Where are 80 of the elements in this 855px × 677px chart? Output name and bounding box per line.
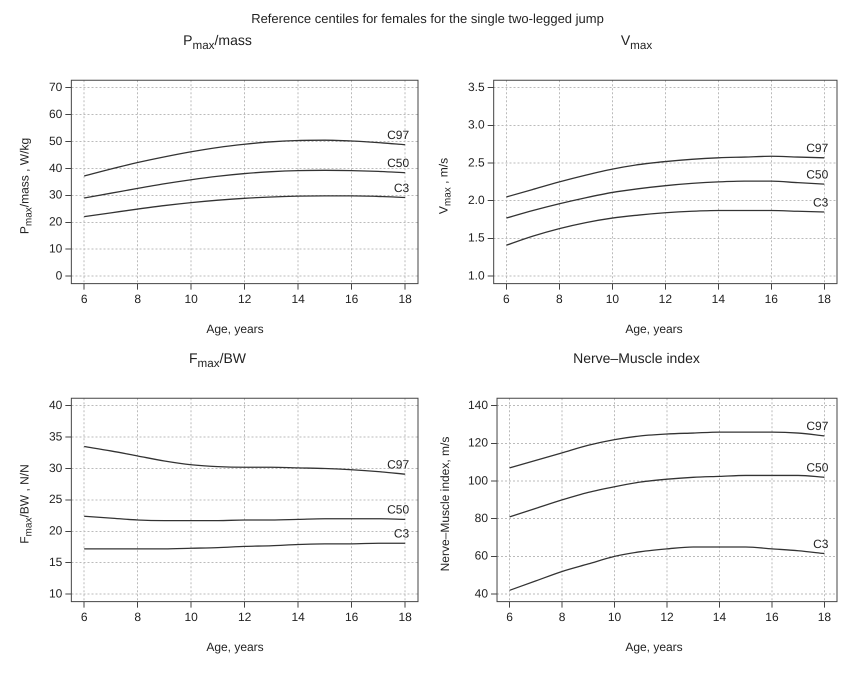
y-tick-label: 35 <box>48 429 63 444</box>
y-tick-label: 10 <box>48 241 63 256</box>
y-tick-label: 1.5 <box>468 230 485 245</box>
x-axis-title: Age, years <box>624 322 684 336</box>
chart-title: F$_{max}$/BW <box>188 349 248 372</box>
x-tick-label: 8 <box>558 610 566 624</box>
x-tick-label: 6 <box>506 610 514 624</box>
x-tick-label: 8 <box>134 292 142 306</box>
series-label: C97 <box>806 419 829 434</box>
y-tick-label: 120 <box>468 436 488 450</box>
series-label: C97 <box>387 457 410 472</box>
x-tick-label: 14 <box>291 610 306 624</box>
y-tick-label: 20 <box>48 214 63 229</box>
line-series <box>84 195 406 218</box>
x-axis-title: Age, years <box>205 322 265 336</box>
y-tick-label: 3.5 <box>468 80 485 94</box>
series-label: C50 <box>806 167 829 182</box>
y-tick-label: 20 <box>48 524 63 538</box>
x-tick-label: 16 <box>764 292 778 306</box>
y-tick-label: 60 <box>48 106 63 121</box>
x-tick-label: 18 <box>398 292 412 306</box>
x-axis-title: Age, years <box>624 640 684 654</box>
series-label: C3 <box>812 195 829 210</box>
x-tick-label: 14 <box>291 292 306 306</box>
x-tick-label: 16 <box>344 610 359 624</box>
x-tick-label: 12 <box>660 610 674 624</box>
y-axis-title: Nerve–Muscle index, m/s <box>438 436 452 572</box>
y-tick-label: 2.5 <box>468 155 485 170</box>
y-tick-label: 140 <box>468 398 488 412</box>
x-tick-label: 10 <box>184 610 198 624</box>
x-tick-label: 16 <box>765 610 779 624</box>
line-series <box>508 474 826 518</box>
x-tick-label: 10 <box>608 610 622 624</box>
x-tick-label: 6 <box>503 292 510 306</box>
series-label: C97 <box>387 128 410 142</box>
series-label: C50 <box>387 502 410 517</box>
series-label: C97 <box>806 141 829 156</box>
x-tick-label: 10 <box>184 292 198 306</box>
chart-title: P$_{max}$/mass <box>182 31 253 54</box>
y-tick-label: 10 <box>48 586 63 600</box>
x-tick-label: 8 <box>134 610 142 624</box>
y-tick-label: 80 <box>474 511 488 526</box>
x-tick-label: 6 <box>80 610 88 624</box>
y-tick-label: 30 <box>48 188 63 202</box>
y-tick-label: 0 <box>56 268 63 282</box>
series-label: C50 <box>387 156 410 170</box>
y-tick-label: 40 <box>48 160 63 175</box>
y-tick-label: 70 <box>48 80 63 94</box>
x-tick-label: 18 <box>398 610 412 624</box>
x-tick-label: 8 <box>556 292 564 306</box>
x-tick-label: 10 <box>606 292 620 306</box>
x-tick-label: 12 <box>658 292 672 306</box>
y-tick-label: 100 <box>468 473 488 488</box>
x-tick-label: 14 <box>712 292 726 306</box>
y-tick-label: 25 <box>48 492 63 506</box>
line-series <box>506 210 825 246</box>
series-label: C3 <box>394 526 410 541</box>
series-label: C50 <box>806 460 829 475</box>
x-tick-label: 14 <box>712 610 726 624</box>
x-tick-label: 12 <box>238 610 252 624</box>
y-tick-label: 1.0 <box>468 268 485 282</box>
chart-title: V$_{max}$ <box>620 31 654 54</box>
y-tick-label: 60 <box>474 548 488 563</box>
y-tick-label: 2.0 <box>468 193 485 208</box>
x-tick-label: 18 <box>818 610 832 624</box>
y-tick-label: 40 <box>48 398 63 412</box>
y-tick-label: 3.0 <box>468 118 485 132</box>
series-label: C3 <box>394 180 410 195</box>
y-tick-label: 15 <box>48 554 63 569</box>
text: Reference centiles for females for the single two-legged jump <box>250 10 605 28</box>
x-tick-label: 18 <box>818 292 832 306</box>
y-tick-label: 40 <box>474 586 488 600</box>
chart-title: Nerve–Muscle index <box>572 349 701 368</box>
x-tick-label: 16 <box>344 292 359 306</box>
y-tick-label: 50 <box>48 134 63 148</box>
x-axis-title: Age, years <box>205 640 265 654</box>
y-tick-label: 30 <box>48 460 63 475</box>
x-tick-label: 12 <box>238 292 252 306</box>
series-label: C3 <box>813 536 829 551</box>
x-tick-label: 6 <box>80 292 88 306</box>
